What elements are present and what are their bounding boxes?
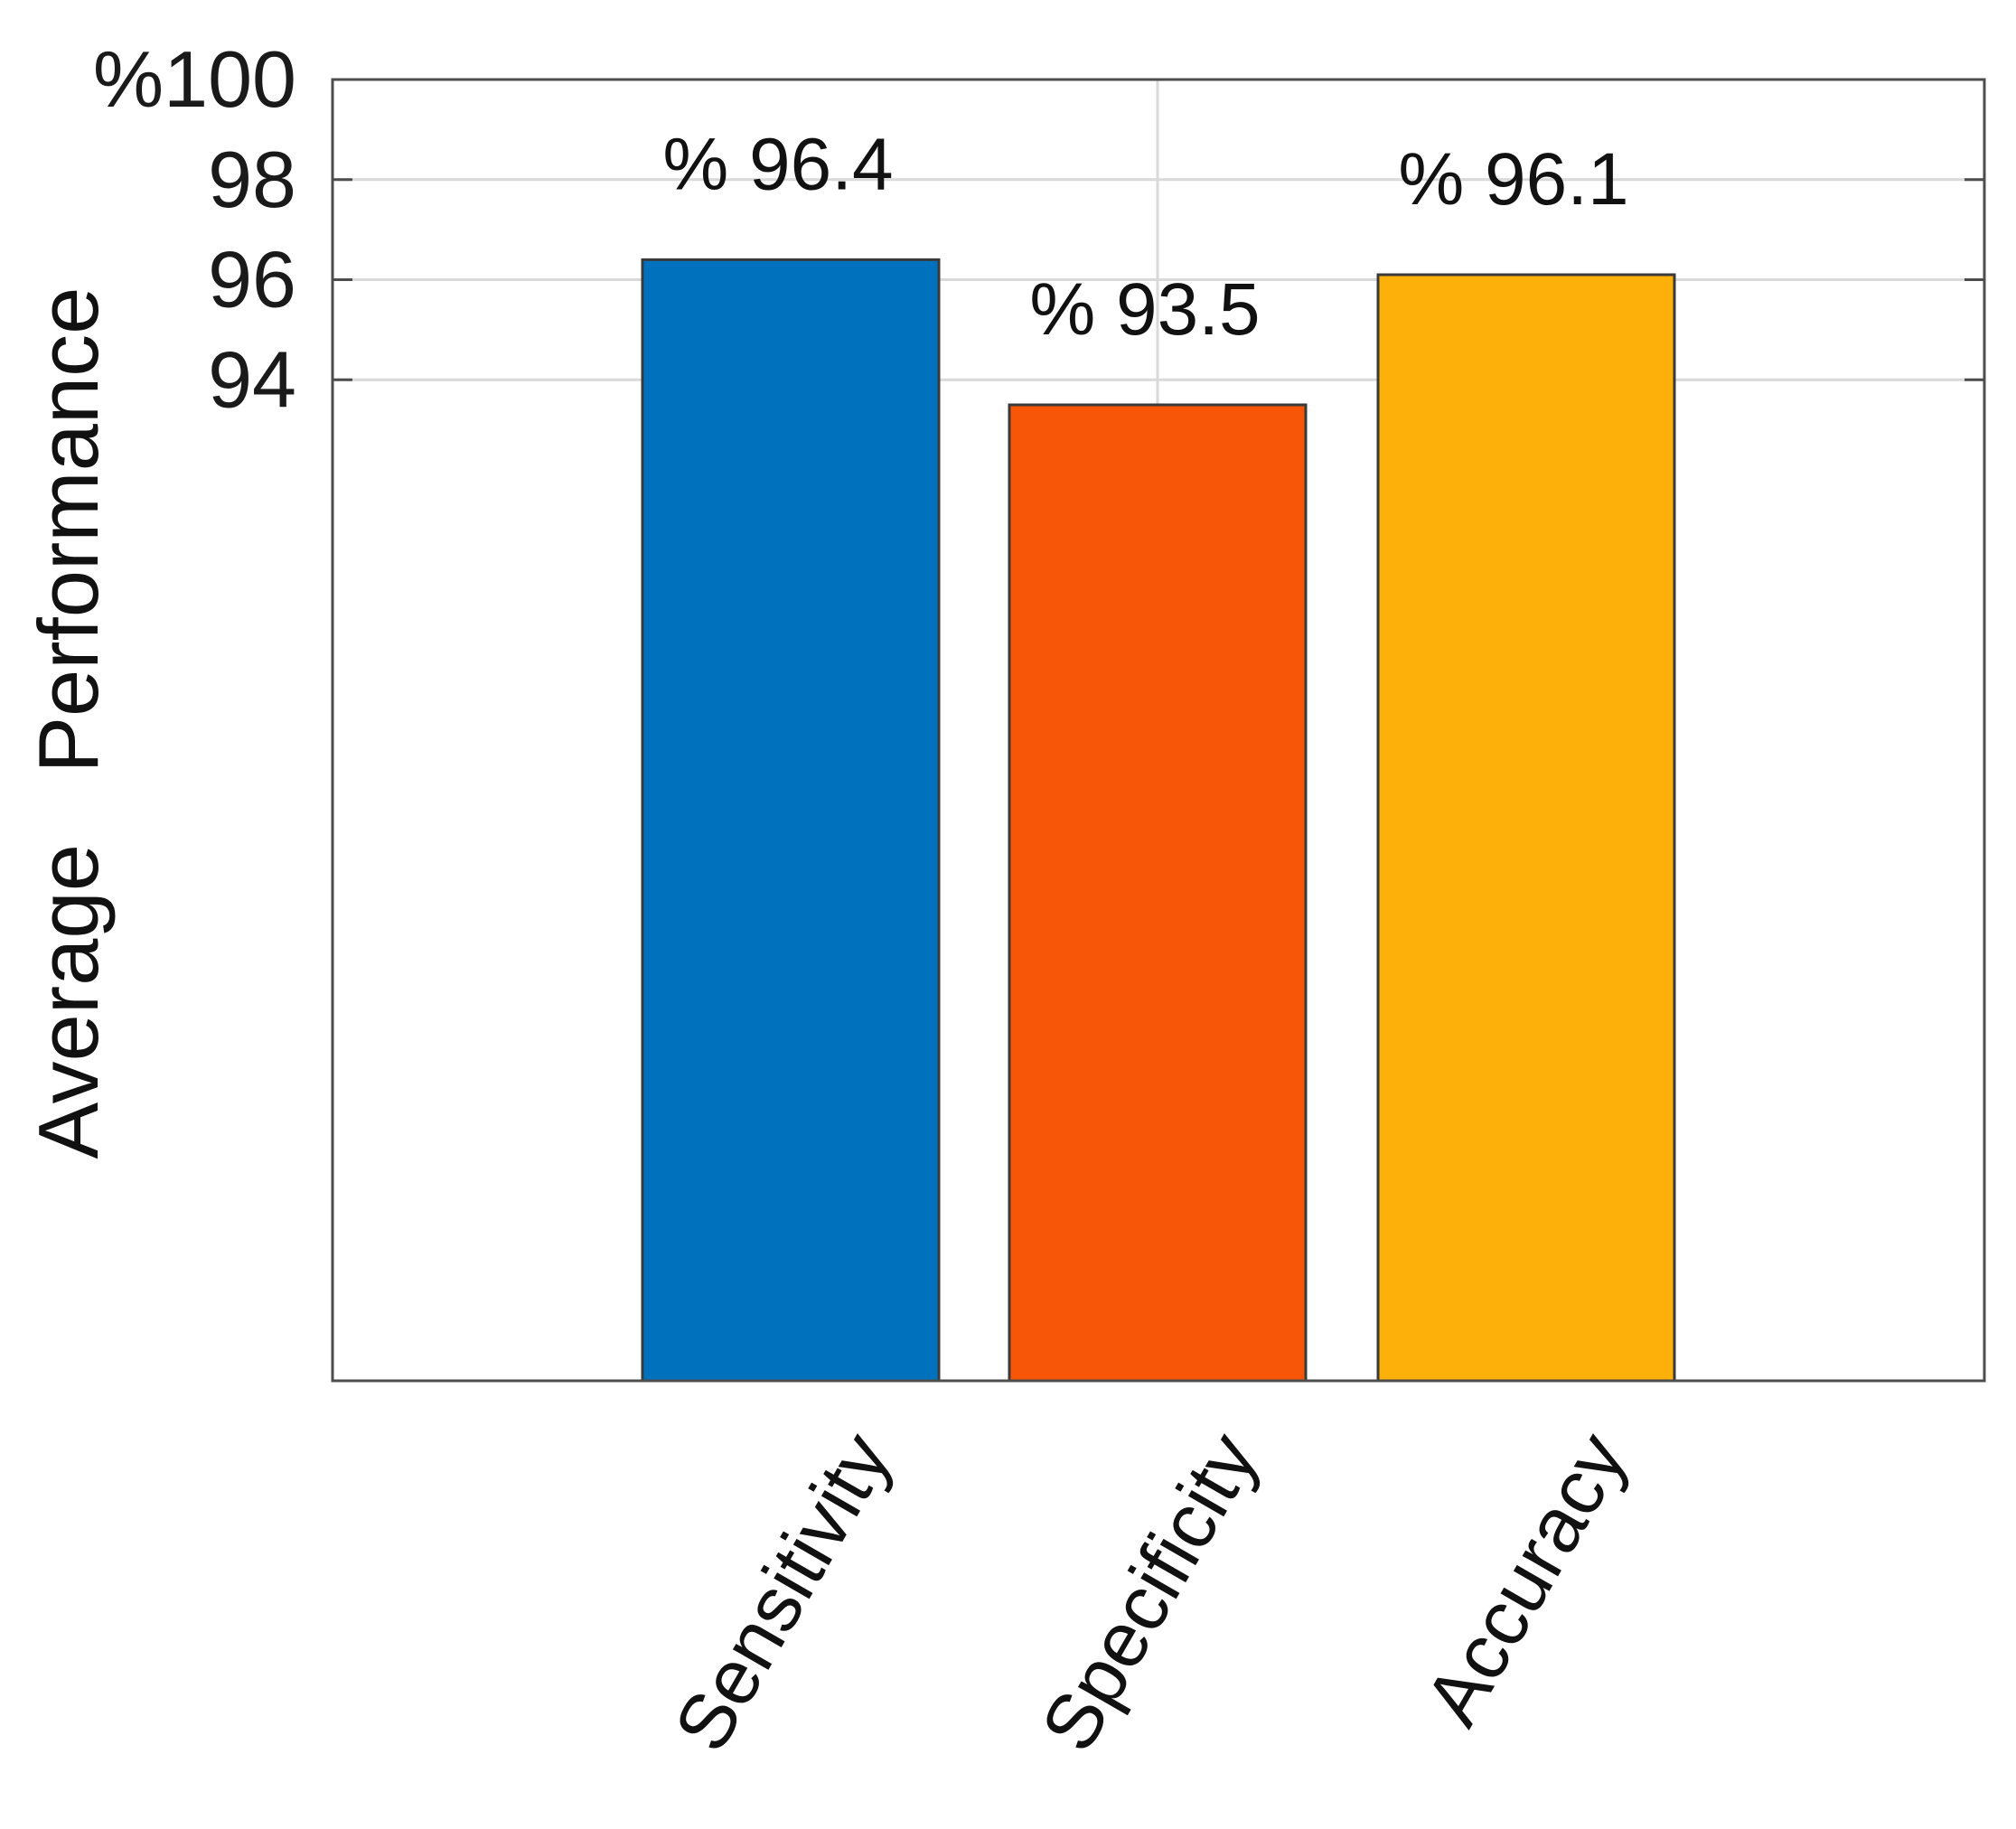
x-tick-label-accuracy: Accuracy — [1409, 1419, 1644, 1739]
data-label-specificity: % 93.5 — [1029, 268, 1260, 351]
y-axis-ticks: 94 96 98 %100 — [93, 34, 1984, 424]
bar-accuracy — [1376, 273, 1676, 1383]
data-label-sensitivity: % 96.4 — [662, 123, 893, 205]
bar-specificity — [1008, 403, 1308, 1383]
plot-area-frame — [331, 78, 1986, 1383]
y-tick-label: 98 — [208, 135, 296, 224]
y-tick-label: %100 — [93, 34, 296, 124]
bars — [641, 258, 1676, 1383]
x-axis-category-labels: Sensitivity Specificity Accuracy — [658, 1419, 1644, 1765]
bar-sensitivity — [641, 258, 941, 1383]
y-tick-label: 94 — [208, 334, 296, 424]
x-tick-label-sensitivity: Sensitivity — [658, 1419, 908, 1765]
y-tick-label: 96 — [208, 235, 296, 324]
y-axis-title: Average Performance — [21, 287, 116, 1159]
x-tick-label-specificity: Specificity — [1025, 1419, 1275, 1765]
data-label-accuracy: % 96.1 — [1398, 138, 1628, 220]
data-labels: % 96.4 % 93.5 % 96.1 — [662, 123, 1628, 351]
